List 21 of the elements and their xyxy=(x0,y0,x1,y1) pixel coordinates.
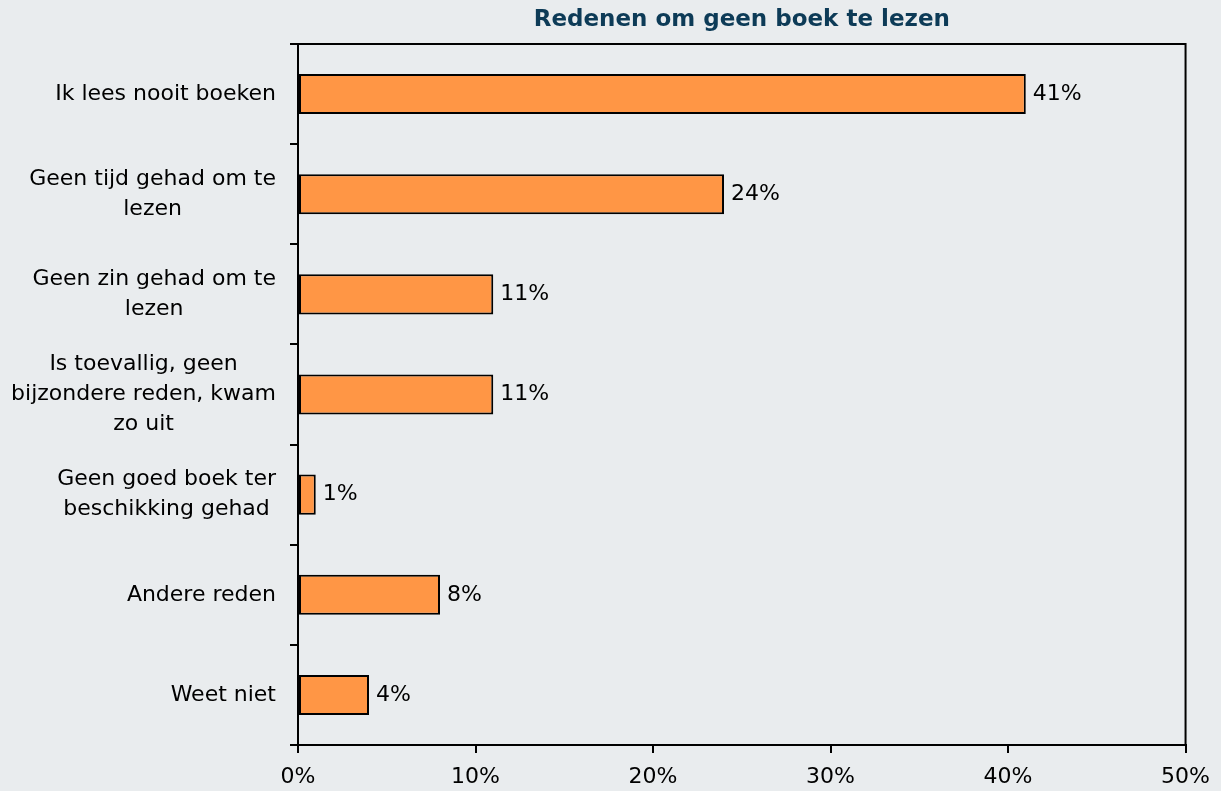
y-tick-label: Weet niet xyxy=(170,680,277,706)
x-tick-label: 30% xyxy=(806,762,855,788)
x-tick-label: 40% xyxy=(983,762,1033,788)
data-label: 1% xyxy=(322,480,358,506)
data-label: 41% xyxy=(1032,79,1082,105)
y-tick-label: Geen zin gehad om te lezen xyxy=(32,265,277,321)
y-tick-label: Andere reden xyxy=(126,580,276,606)
y-tick-label: Geen goed boek ter beschikking gehad xyxy=(57,465,277,521)
data-label: 8% xyxy=(447,580,482,606)
chart-title: Redenen om geen boek te lezen xyxy=(533,4,950,31)
data-label: 11% xyxy=(500,280,550,306)
data-label: 4% xyxy=(376,680,411,706)
y-tick-label: Geen tijd gehad om te lezen xyxy=(29,164,276,220)
x-tick-label: 10% xyxy=(451,762,500,788)
y-tick-label: Is toevallig, geen bijzondere reden, kwam zo uit xyxy=(11,350,276,436)
data-label: 11% xyxy=(500,380,550,406)
y-tick-label: Ik lees nooit boeken xyxy=(55,79,277,105)
x-tick-label: 0% xyxy=(280,762,316,788)
x-tick-label: 50% xyxy=(1161,762,1210,788)
x-tick-label: 20% xyxy=(628,762,678,788)
data-label: 24% xyxy=(731,179,780,205)
